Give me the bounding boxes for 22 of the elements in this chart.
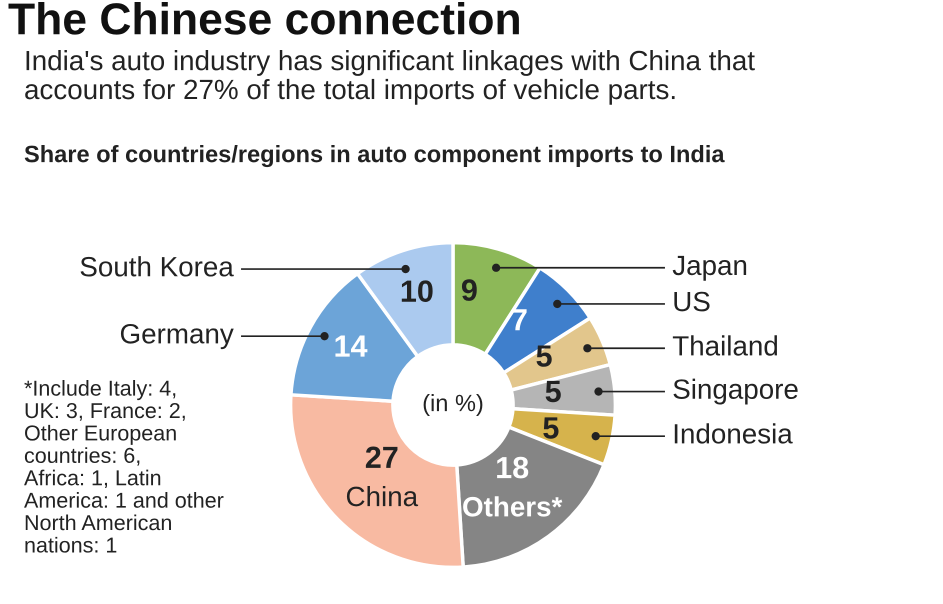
chart-subtitle: India's auto industry has significant linkages with China that accounts for 27% of the total imports of vehicle parts. (25, 50, 755, 105)
slice-label: Germany (120, 324, 234, 350)
text: *Include Italy: 4, UK: 3, France: 2, Other European countries: 6, Africa: 1, Latin America: 1 and other North American nations: 1 (24, 380, 224, 553)
text: Share of countries/regions in auto component imports to India (24, 145, 725, 168)
chart-title: The Chinese connection (8, 2, 519, 35)
slice-label: Japan (672, 256, 746, 281)
slice-label: US (674, 292, 710, 312)
data-label: 5 (536, 345, 552, 367)
slice-label: Singapore (674, 378, 798, 404)
slice-label: South Korea (80, 256, 234, 277)
slice-label: Others* (463, 496, 562, 517)
slice-label: Indonesia (674, 423, 793, 444)
slice-label: Thailand (672, 335, 778, 356)
data-label: 5 (546, 380, 561, 402)
data-label: 10 (402, 280, 433, 302)
data-label: 18 (497, 456, 528, 478)
data-label: 14 (335, 336, 368, 357)
data-label: 9 (462, 279, 477, 301)
text: (in %) (424, 394, 482, 416)
data-label: 27 (366, 446, 398, 468)
data-label: 5 (543, 417, 559, 439)
slice-label: China (346, 486, 418, 506)
